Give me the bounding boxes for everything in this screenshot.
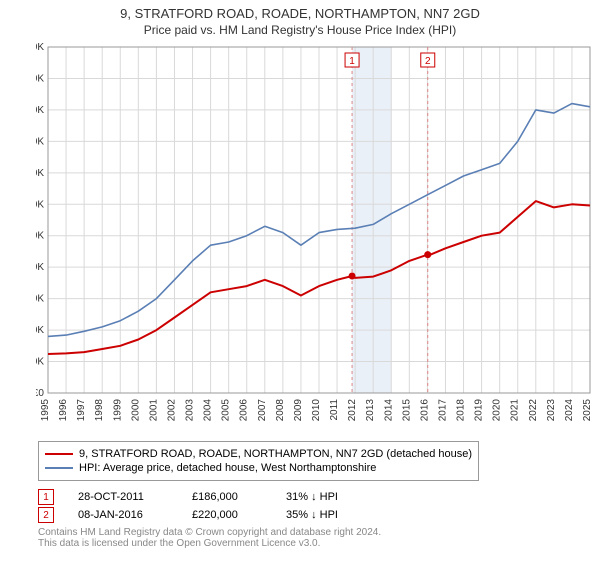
svg-text:2021: 2021 (510, 399, 521, 422)
svg-text:2009: 2009 (293, 399, 304, 422)
sale-pct: 35% ↓ HPI (286, 509, 338, 521)
svg-text:2012: 2012 (347, 399, 358, 422)
sale-marker: 2 (38, 507, 54, 523)
chart-subtitle: Price paid vs. HM Land Registry's House … (0, 23, 600, 37)
svg-text:1999: 1999 (112, 399, 123, 422)
svg-text:2024: 2024 (564, 399, 575, 422)
svg-text:2022: 2022 (528, 399, 539, 422)
svg-text:1997: 1997 (76, 399, 87, 422)
legend-item: 9, STRATFORD ROAD, ROADE, NORTHAMPTON, N… (45, 448, 472, 460)
svg-text:£550K: £550K (36, 43, 44, 53)
footnote: Contains HM Land Registry data © Crown c… (38, 527, 590, 549)
sale-price: £186,000 (192, 491, 262, 503)
legend-item: HPI: Average price, detached house, West… (45, 462, 472, 474)
svg-text:2017: 2017 (437, 399, 448, 422)
svg-text:£300K: £300K (36, 199, 44, 210)
svg-text:£50K: £50K (36, 357, 44, 368)
sale-date: 08-JAN-2016 (78, 509, 168, 521)
chart-svg: 1995 1996 1997 1998 1999 2000 2001 2002 2003 2004… (36, 43, 596, 433)
chart-title: 9, STRATFORD ROAD, ROADE, NORTHAMPTON, N… (0, 6, 600, 21)
svg-text:2008: 2008 (275, 399, 286, 422)
svg-text:£250K: £250K (36, 231, 44, 242)
svg-text:2013: 2013 (365, 399, 376, 422)
legend-label: 9, STRATFORD ROAD, ROADE, NORTHAMPTON, N… (79, 448, 472, 460)
svg-text:£150K: £150K (36, 294, 44, 305)
svg-text:£200K: £200K (36, 262, 44, 273)
svg-text:£450K: £450K (36, 105, 44, 116)
svg-text:2018: 2018 (456, 399, 467, 422)
svg-text:1995: 1995 (40, 399, 51, 422)
svg-text:1996: 1996 (58, 399, 69, 422)
svg-text:2002: 2002 (166, 399, 177, 422)
svg-text:2020: 2020 (492, 399, 503, 422)
legend: 9, STRATFORD ROAD, ROADE, NORTHAMPTON, N… (38, 441, 479, 481)
sales-list: 1 28-OCT-2011 £186,000 31% ↓ HPI 2 08-JA… (38, 489, 590, 523)
svg-text:2014: 2014 (383, 399, 394, 422)
svg-text:£350K: £350K (36, 168, 44, 179)
sale-marker: 1 (38, 489, 54, 505)
svg-text:2001: 2001 (148, 399, 159, 422)
sale-date: 28-OCT-2011 (78, 491, 168, 503)
svg-text:£0: £0 (36, 388, 44, 399)
svg-text:2: 2 (425, 56, 431, 67)
svg-text:2023: 2023 (546, 399, 557, 422)
legend-swatch (45, 453, 73, 455)
svg-text:1: 1 (349, 56, 355, 67)
svg-text:2003: 2003 (185, 399, 196, 422)
footnote-line: This data is licensed under the Open Gov… (38, 538, 590, 549)
svg-text:2015: 2015 (401, 399, 412, 422)
svg-text:£100K: £100K (36, 325, 44, 336)
svg-text:2011: 2011 (329, 399, 340, 421)
svg-text:2005: 2005 (221, 399, 232, 422)
sale-row: 2 08-JAN-2016 £220,000 35% ↓ HPI (38, 507, 590, 523)
svg-text:2007: 2007 (257, 399, 268, 422)
svg-text:2016: 2016 (419, 399, 430, 422)
svg-text:2025: 2025 (582, 399, 593, 422)
chart-area: 1995 1996 1997 1998 1999 2000 2001 2002 2003 2004… (36, 43, 596, 433)
sale-pct: 31% ↓ HPI (286, 491, 338, 503)
svg-text:2000: 2000 (130, 399, 141, 422)
legend-label: HPI: Average price, detached house, West… (79, 462, 376, 474)
svg-text:2004: 2004 (203, 399, 214, 422)
svg-text:2019: 2019 (474, 399, 485, 422)
svg-text:2006: 2006 (239, 399, 250, 422)
sale-row: 1 28-OCT-2011 £186,000 31% ↓ HPI (38, 489, 590, 505)
sale-price: £220,000 (192, 509, 262, 521)
svg-text:£500K: £500K (36, 73, 44, 84)
svg-text:1998: 1998 (94, 399, 105, 422)
legend-swatch (45, 467, 73, 469)
footnote-line: Contains HM Land Registry data © Crown c… (38, 527, 590, 538)
svg-text:2010: 2010 (311, 399, 322, 422)
svg-text:£400K: £400K (36, 136, 44, 147)
